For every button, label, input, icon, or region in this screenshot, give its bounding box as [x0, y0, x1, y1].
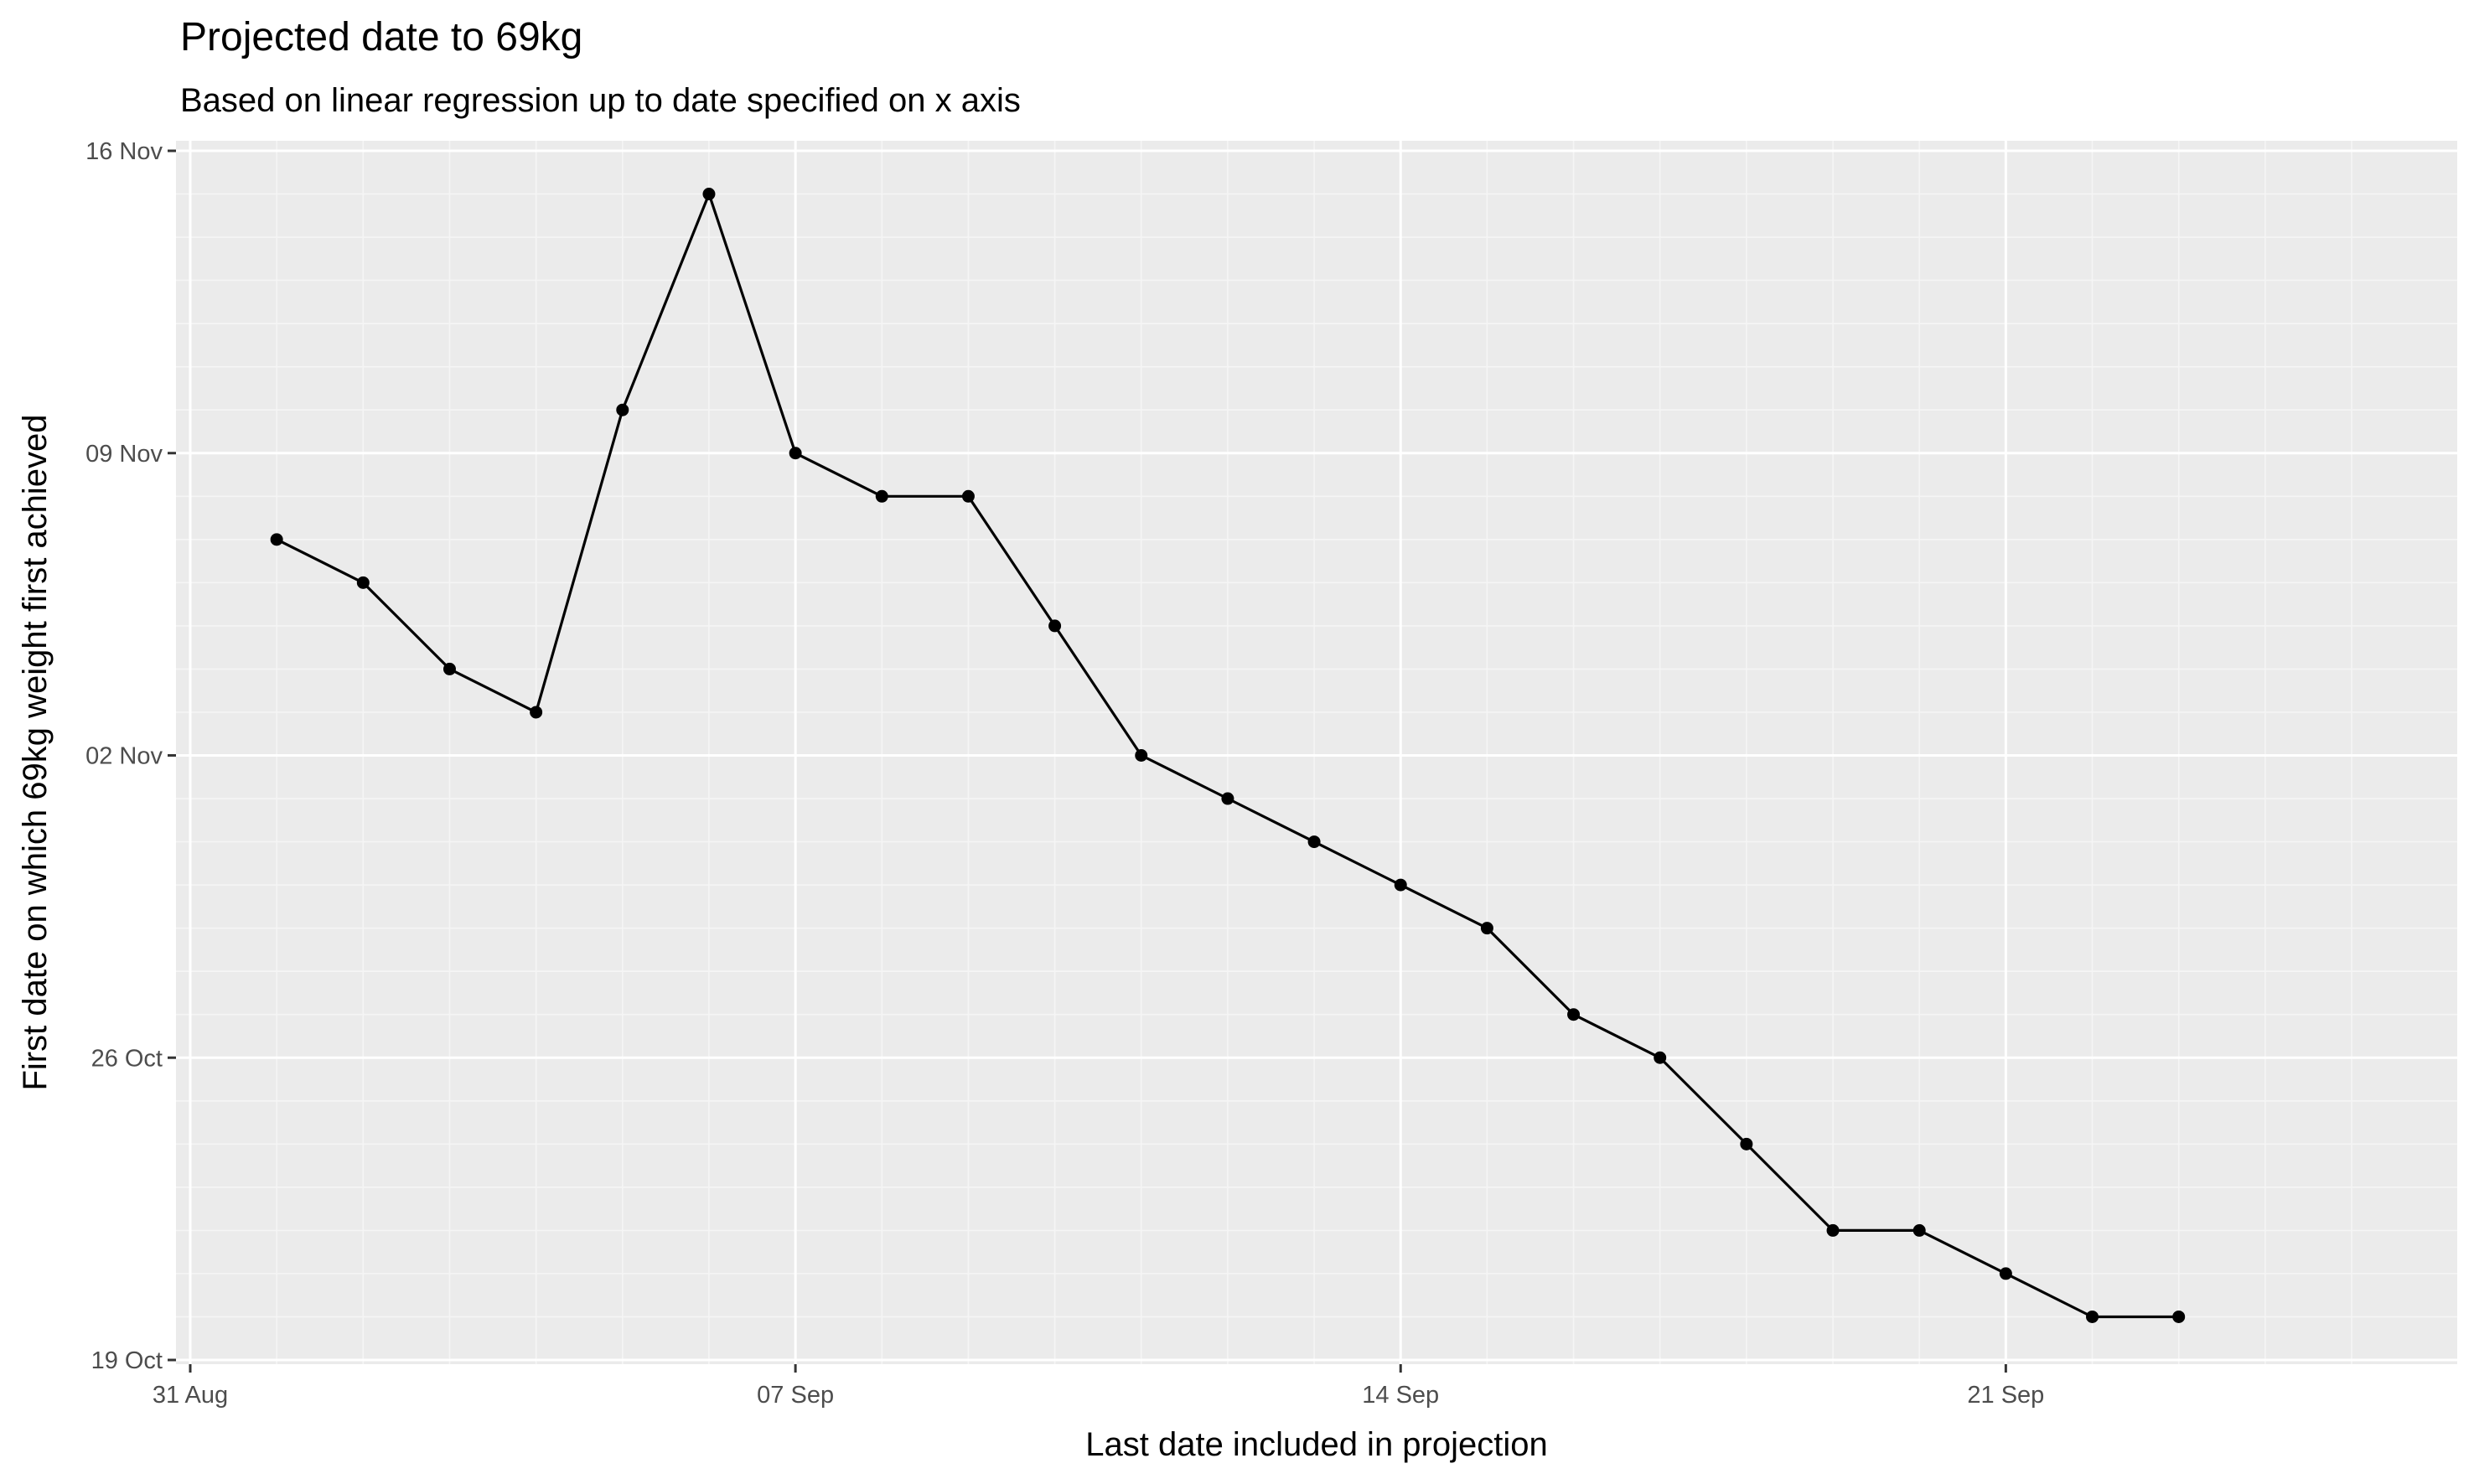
chart-title: Projected date to 69kg — [180, 15, 582, 59]
data-point — [2172, 1310, 2186, 1323]
data-point — [270, 533, 283, 546]
data-point — [530, 706, 543, 719]
x-axis-title: Last date included in projection — [1085, 1426, 1547, 1463]
grid-major — [176, 141, 2457, 1364]
series-layer — [270, 188, 2186, 1323]
chart-subtitle: Based on linear regression up to date sp… — [180, 82, 1021, 119]
data-point — [1394, 878, 1407, 892]
y-tick-label: 02 Nov — [85, 743, 163, 770]
y-tick-label: 26 Oct — [91, 1045, 163, 1072]
data-point — [1221, 792, 1234, 805]
data-point — [702, 188, 716, 201]
y-tick-label: 16 Nov — [85, 138, 163, 165]
y-tick-label: 09 Nov — [85, 441, 163, 468]
data-point — [2086, 1310, 2099, 1323]
data-point — [1135, 749, 1148, 762]
data-point — [1826, 1223, 1840, 1237]
data-point — [789, 447, 802, 460]
data-point — [1654, 1051, 1667, 1064]
y-tick-label: 19 Oct — [91, 1347, 163, 1374]
y-axis: 19 Oct 26 Oct 02 Nov 09 Nov 16 Nov — [85, 138, 176, 1374]
data-point — [356, 576, 370, 589]
data-point — [1912, 1223, 1926, 1237]
y-axis-title: First date on which 69kg weight first ac… — [17, 414, 54, 1090]
data-point — [875, 489, 888, 503]
data-point — [1048, 619, 1062, 633]
x-tick-label: 21 Sep — [1967, 1382, 2044, 1409]
x-axis: 31 Aug 07 Sep 14 Sep 21 Sep — [153, 1364, 2044, 1409]
data-point — [616, 403, 629, 416]
data-point — [961, 489, 975, 503]
x-tick-label: 14 Sep — [1362, 1382, 1439, 1409]
x-tick-label: 31 Aug — [153, 1382, 228, 1409]
data-point — [443, 662, 456, 675]
data-point — [1567, 1008, 1581, 1021]
data-point — [1480, 922, 1493, 935]
data-point — [1740, 1137, 1753, 1150]
plot-panel — [176, 141, 2457, 1364]
x-tick-label: 07 Sep — [757, 1382, 834, 1409]
data-point — [1307, 835, 1321, 849]
data-point — [1999, 1267, 2012, 1280]
